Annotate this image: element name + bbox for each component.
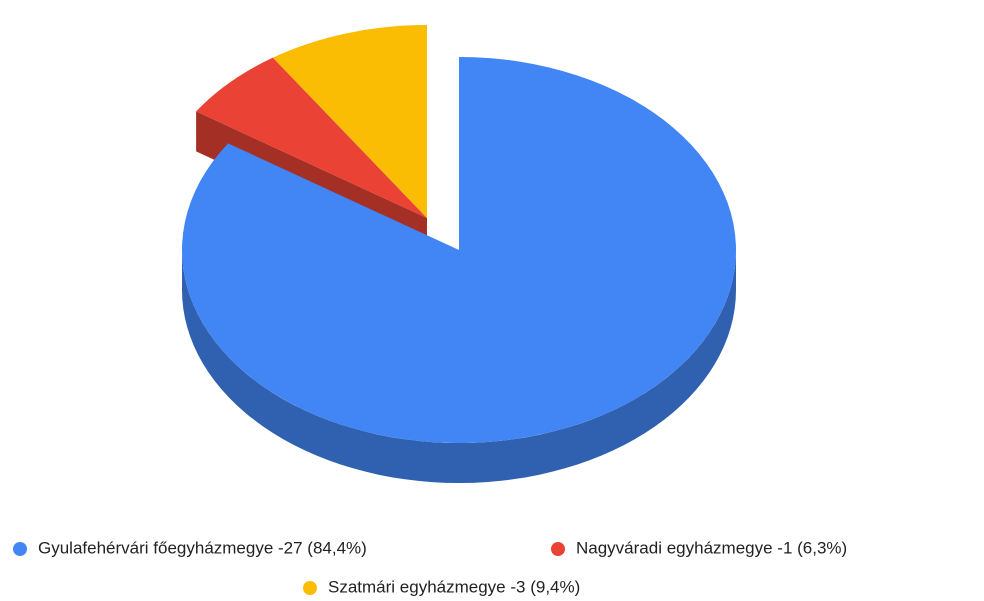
legend-label: Nagyváradi egyházmegye -1 (6,3%)	[576, 538, 847, 557]
slice	[272, 25, 427, 218]
slice	[181, 57, 737, 444]
legend-label: Szatmári egyházmegye -3 (9,4%)	[328, 577, 580, 596]
legend-swatch	[551, 542, 565, 556]
pie	[181, 25, 737, 483]
legend-label: Gyulafehérvári főegyházmegye -27 (84,4%)	[38, 538, 367, 557]
slice-side	[182, 250, 736, 483]
legend: Gyulafehérvári főegyházmegye -27 (84,4%)…	[13, 538, 847, 596]
legend-swatch	[13, 542, 27, 556]
legend-swatch	[303, 581, 317, 595]
slice	[196, 57, 427, 218]
